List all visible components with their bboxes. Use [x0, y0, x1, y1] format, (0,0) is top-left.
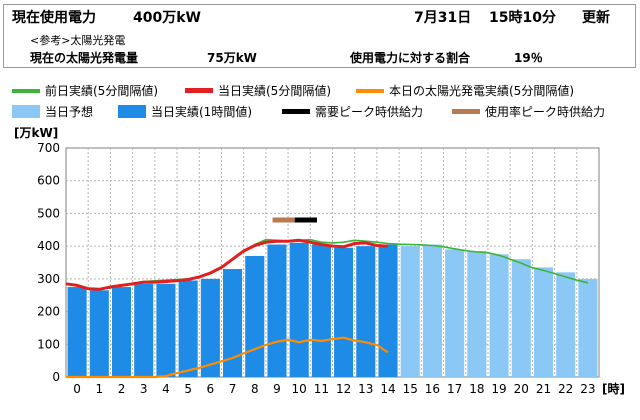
x-axis-title: [時]: [602, 381, 625, 396]
x-tick-label: 9: [273, 382, 281, 396]
bar-today-hourly: [334, 247, 354, 377]
x-tick-label: 8: [251, 382, 259, 396]
x-tick-label: 19: [491, 382, 506, 396]
x-tick-label: 15: [403, 382, 418, 396]
bar-forecast: [489, 254, 509, 377]
x-tick-label: 6: [207, 382, 215, 396]
x-tick-label: 3: [140, 382, 148, 396]
line-solar: [66, 336, 389, 379]
legend-forecast: 当日予想: [12, 103, 93, 120]
bar-forecast: [400, 246, 420, 377]
x-tick-label: 21: [536, 382, 551, 396]
legend-solar-label: 本日の太陽光発電実績(5分間隔値): [389, 84, 574, 98]
bar-today-hourly: [356, 246, 376, 377]
bar-today-hourly: [156, 283, 176, 377]
legend-today-5min-swatch: [185, 88, 213, 93]
bar-forecast: [511, 259, 531, 377]
legend-today-hourly: 当日実績(1時間値): [118, 103, 252, 120]
x-tick-label: 17: [447, 382, 462, 396]
bar-today-hourly: [111, 287, 132, 377]
legend-peak-usage: 使用率ピーク時供給力: [452, 103, 605, 120]
y-tick-label: 200: [37, 305, 60, 319]
legend-prev-day: 前日実績(5分間隔値): [12, 82, 158, 99]
bar-today-hourly: [200, 278, 220, 377]
x-tick-label: 2: [118, 382, 126, 396]
legend-prev-day-label: 前日実績(5分間隔値): [45, 84, 158, 98]
x-tick-label: 22: [558, 382, 573, 396]
x-tick-label: 16: [425, 382, 440, 396]
current-usage-label: 現在使用電力: [12, 10, 96, 26]
bar-forecast: [422, 244, 442, 377]
chart-legend: 前日実績(5分間隔値) 当日実績(5分間隔値) 本日の太陽光発電実績(5分間隔値…: [0, 76, 640, 120]
legend-today-hourly-label: 当日実績(1時間値): [151, 105, 252, 119]
bar-forecast: [467, 251, 487, 377]
bar-today-hourly: [134, 283, 154, 377]
bar-today-hourly: [289, 242, 309, 377]
legend-solar: 本日の太陽光発電実績(5分間隔値): [356, 82, 574, 99]
bar-today-hourly: [89, 290, 109, 377]
y-tick-label: 0: [52, 370, 60, 384]
reference-note: <参考>太陽光発電: [30, 34, 126, 47]
x-tick-label: 4: [162, 382, 170, 396]
legend-forecast-swatch: [12, 105, 40, 118]
x-tick-label: 10: [292, 382, 307, 396]
update-date: 7月31日: [414, 10, 472, 26]
ratio-value: 19％: [514, 51, 543, 65]
x-tick-label: 1: [95, 382, 103, 396]
x-tick-label: 20: [514, 382, 529, 396]
current-usage-value: 400万kW: [133, 10, 201, 26]
y-tick-label: 500: [37, 206, 60, 220]
bar-forecast: [556, 272, 576, 377]
bar-today-hourly: [67, 287, 87, 377]
legend-peak-usage-swatch: [452, 109, 480, 114]
x-tick-label: 18: [469, 382, 484, 396]
x-tick-label: 5: [184, 382, 192, 396]
y-tick-label: 300: [37, 272, 60, 286]
y-tick-label: 400: [37, 239, 60, 253]
x-tick-label: 13: [358, 382, 373, 396]
summary-panel: 現在使用電力 400万kW 7月31日 15時10分 更新 <参考>太陽光発電 …: [3, 4, 636, 68]
y-tick-label: 600: [37, 174, 60, 188]
legend-today-5min-label: 当日実績(5分間隔値): [218, 84, 331, 98]
bar-forecast: [533, 267, 554, 377]
x-tick-label: 7: [229, 382, 237, 396]
legend-today-hourly-swatch: [118, 105, 146, 118]
legend-solar-swatch: [356, 88, 384, 93]
y-tick-label: 100: [37, 337, 60, 351]
x-tick-label: 23: [580, 382, 595, 396]
bar-today-hourly: [223, 269, 243, 377]
bar-today-hourly: [378, 244, 398, 377]
x-tick-label: 0: [73, 382, 81, 396]
x-tick-label: 14: [380, 382, 395, 396]
line-today-5min: [65, 238, 389, 291]
legend-prev-day-swatch: [12, 88, 40, 93]
update-time: 15時10分: [489, 10, 556, 26]
legend-peak-demand-label: 需要ピーク時供給力: [315, 105, 424, 119]
legend-peak-demand: 需要ピーク時供給力: [282, 103, 423, 120]
bar-forecast: [445, 249, 465, 377]
legend-today-5min: 当日実績(5分間隔値): [185, 82, 331, 99]
bar-today-hourly: [178, 280, 198, 377]
legend-forecast-label: 当日予想: [45, 105, 94, 119]
solar-label: 現在の太陽光発電量: [30, 51, 139, 65]
legend-peak-usage-label: 使用率ピーク時供給力: [485, 105, 606, 119]
y-axis-title: [万kW]: [14, 126, 59, 140]
y-tick-label: 700: [37, 141, 60, 155]
x-tick-label: 12: [336, 382, 351, 396]
legend-peak-demand-swatch: [282, 109, 310, 114]
bar-today-hourly: [267, 244, 287, 377]
bar-today-hourly: [311, 244, 331, 377]
bar-today-hourly: [245, 255, 265, 377]
x-tick-label: 11: [314, 382, 329, 396]
bar-forecast: [578, 278, 598, 377]
ratio-label: 使用電力に対する割合: [350, 51, 471, 65]
update-label: 更新: [582, 10, 610, 26]
solar-value: 75万kW: [207, 51, 257, 65]
